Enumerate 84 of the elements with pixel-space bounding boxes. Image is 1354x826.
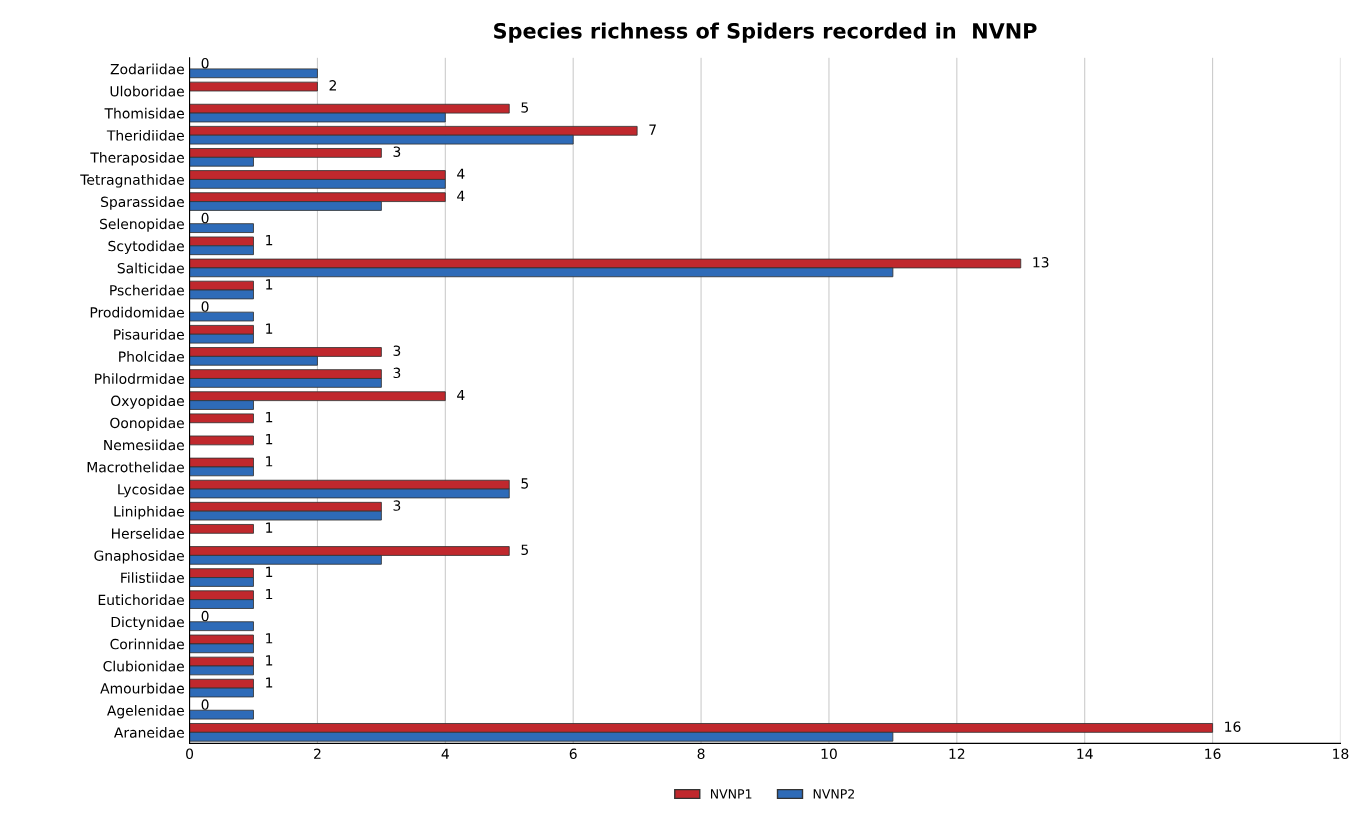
data-label: 5 bbox=[521, 544, 528, 556]
data-label: 0 bbox=[201, 57, 209, 69]
legend-label: NVNP2 bbox=[813, 789, 854, 799]
data-label: 3 bbox=[393, 500, 401, 511]
data-label: 3 bbox=[393, 146, 401, 157]
data-label: 3 bbox=[393, 345, 401, 356]
bar bbox=[189, 709, 254, 720]
data-label: 1 bbox=[266, 633, 273, 644]
data-label: 4 bbox=[457, 190, 465, 201]
data-label: 1 bbox=[266, 522, 273, 533]
x-tick-label: 2 bbox=[314, 748, 321, 759]
bar bbox=[189, 435, 254, 446]
data-label: 1 bbox=[266, 588, 273, 600]
y-tick-label: Theraposidae bbox=[90, 152, 184, 166]
data-label: 3 bbox=[393, 367, 401, 379]
y-tick-label: Nemesiidae bbox=[104, 439, 184, 451]
data-label: 7 bbox=[649, 124, 656, 135]
data-label: 0 bbox=[201, 212, 209, 224]
bar bbox=[189, 524, 254, 534]
y-tick-label: Pisauridae bbox=[114, 328, 184, 340]
data-label: 13 bbox=[1033, 257, 1049, 268]
data-label: 1 bbox=[266, 235, 273, 246]
data-label: 1 bbox=[266, 279, 273, 290]
bar bbox=[189, 223, 254, 233]
y-tick-label: Oxyopidae bbox=[111, 395, 184, 409]
y-tick-label: Philodrmidae bbox=[95, 373, 184, 384]
y-tick-label: Uloboridae bbox=[110, 85, 184, 97]
bar bbox=[189, 621, 254, 632]
y-tick-label: Theridiidae bbox=[106, 129, 184, 141]
y-tick-label: Selenopidae bbox=[100, 218, 184, 232]
y-tick-label: Amourbidae bbox=[100, 682, 184, 694]
data-label: 16 bbox=[1225, 721, 1241, 732]
data-label: 5 bbox=[521, 478, 528, 489]
y-tick-label: Zodariidae bbox=[110, 63, 184, 75]
y-tick-label: Clubionidae bbox=[103, 660, 184, 672]
x-tick-label: 12 bbox=[949, 748, 965, 759]
data-label: 1 bbox=[266, 566, 273, 577]
data-label: 5 bbox=[521, 102, 528, 113]
data-label: 1 bbox=[266, 412, 273, 423]
y-tick-label: Eutichoridae bbox=[98, 594, 184, 606]
x-tick-label: 14 bbox=[1077, 748, 1093, 759]
x-tick-label: 6 bbox=[569, 748, 577, 760]
y-tick-label: Thomisidae bbox=[104, 107, 184, 119]
y-tick-label: Araneidae bbox=[114, 727, 184, 738]
x-tick-label: 4 bbox=[441, 748, 449, 759]
y-tick-label: Liniphidae bbox=[114, 505, 184, 520]
data-label: 1 bbox=[266, 655, 273, 666]
y-tick-label: Scytodidae bbox=[108, 240, 184, 254]
y-tick-label: Macrothelidae bbox=[87, 461, 184, 473]
legend-label: NVNP1 bbox=[710, 789, 752, 799]
bar bbox=[189, 81, 318, 92]
data-label: 1 bbox=[266, 677, 273, 688]
x-tick-label: 18 bbox=[1333, 748, 1349, 760]
data-label: 0 bbox=[201, 699, 209, 710]
y-tick-label: Lycosidae bbox=[118, 483, 184, 498]
y-tick-label: Salticidae bbox=[117, 262, 184, 274]
data-label: 4 bbox=[457, 168, 465, 179]
bar bbox=[189, 311, 254, 322]
data-label: 1 bbox=[266, 456, 273, 467]
y-tick-label: Pscheridae bbox=[110, 284, 184, 296]
y-tick-label: Herselidae bbox=[111, 528, 184, 539]
y-tick-label: Dictynidae bbox=[111, 616, 184, 630]
y-tick-label: Pholcidae bbox=[119, 351, 184, 362]
bar bbox=[189, 413, 254, 424]
data-label: 2 bbox=[329, 80, 336, 91]
y-tick-label: Oonopidae bbox=[110, 417, 184, 431]
chart-title: Species richness of Spiders recorded in NVNP bbox=[494, 22, 1037, 43]
y-tick-label: Prodidomidae bbox=[90, 306, 184, 318]
x-tick-label: 16 bbox=[1205, 748, 1221, 760]
x-tick-label: 0 bbox=[186, 748, 194, 760]
bar bbox=[189, 68, 318, 79]
data-label: 0 bbox=[201, 610, 209, 622]
y-tick-label: Tetragnathidae bbox=[80, 174, 184, 188]
x-tick-label: 8 bbox=[697, 748, 705, 760]
x-tick-label: 10 bbox=[821, 748, 837, 760]
y-tick-label: Filistiidae bbox=[121, 572, 184, 584]
data-label: 0 bbox=[201, 301, 209, 312]
y-tick-label: Corinnidae bbox=[110, 638, 184, 650]
y-tick-label: Agelenidae bbox=[107, 704, 184, 719]
data-label: 1 bbox=[266, 323, 273, 334]
y-tick-label: Sparassidae bbox=[101, 196, 184, 210]
data-label: 1 bbox=[266, 434, 273, 445]
data-label: 4 bbox=[457, 389, 465, 401]
y-tick-label: Gnaphosidae bbox=[94, 550, 184, 564]
